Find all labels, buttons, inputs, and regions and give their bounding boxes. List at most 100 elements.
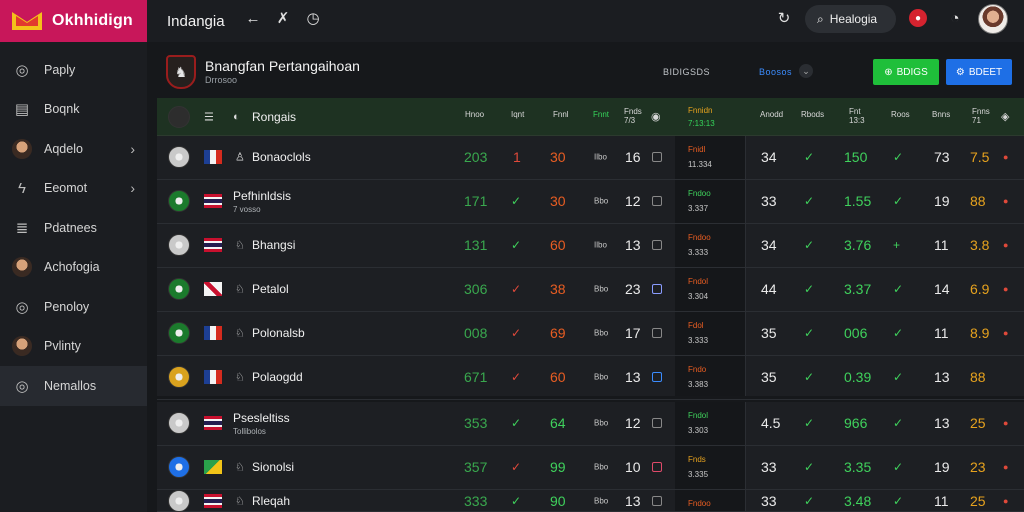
status-indicator-icon[interactable] [652, 372, 662, 383]
status-indicator-icon[interactable] [652, 328, 662, 339]
table-row[interactable]: ♘ Petalol 306 ✓ 38 Bbo 23 Fndol 3.304 44 ✓ 3.37 ✓ 14 6… [157, 268, 1024, 312]
notification-icon[interactable]: ● [909, 9, 927, 27]
position-icon: ♘ [235, 327, 245, 340]
table-row[interactable]: Pefhinldsis 7 vosso 171 ✓ 30 Bbo 12 Fndoo 3.337 3… [157, 180, 1024, 224]
chevron-down-icon[interactable]: ⌄ [799, 64, 813, 78]
table-row[interactable]: ♙ Bonaoclols 203 1 30 Ilbo 16 Fnidl 11.334 34 ✓ 150… [157, 136, 1024, 180]
sort-icon[interactable]: ◈ [1001, 111, 1010, 123]
status-indicator-icon[interactable] [652, 152, 662, 163]
stat-value: 7.5 [970, 149, 990, 166]
col-header[interactable]: Iqnt [511, 110, 525, 119]
flag-icon [204, 370, 222, 385]
team-name: Sionolsi [252, 460, 295, 475]
check-icon: ✓ [511, 460, 522, 475]
check-icon: ✓ [804, 282, 815, 297]
settings-icon[interactable]: ◔ [950, 9, 960, 27]
sort-icon[interactable]: ◉ [651, 111, 661, 123]
sidebar-item[interactable]: ◎ Nemallos [0, 366, 147, 406]
sidebar-item[interactable]: Pvlinty [0, 327, 147, 367]
refresh-icon[interactable]: ↻ [777, 10, 791, 27]
sidebar-item[interactable]: ϟ Eeomot › [0, 169, 147, 209]
col-header[interactable]: Fnt 13:3 [849, 107, 865, 125]
status-indicator-icon[interactable] [652, 240, 662, 251]
sidebar-item-label: Paply [44, 62, 76, 77]
clock-icon[interactable]: ◷ [306, 10, 320, 27]
stat-value: 90 [550, 492, 566, 509]
list-icon: ≣ [15, 219, 29, 237]
ball-icon: ◐ [233, 110, 240, 123]
header-subtitle: Drrosoo [205, 75, 238, 85]
col-header[interactable]: Bnns [932, 110, 951, 119]
stat-value: 13 [625, 369, 641, 386]
table-row[interactable]: Psesleltiss Tollibolos 353 ✓ 64 Bbo 12 Fndol 3.3… [157, 402, 1024, 446]
check-icon: ✓ [804, 194, 815, 209]
back-arrow-icon[interactable]: ← [245, 9, 261, 27]
table-row[interactable]: ♘ Sionolsi 357 ✓ 99 Bbo 10 Fnds 3.335 33 ✓ 3.35 ✓ 19 2… [157, 446, 1024, 490]
blue-action-button[interactable]: ⚙ BDEET [946, 59, 1012, 85]
player-icon[interactable]: ✗ [276, 10, 290, 27]
stat-value: 38 [550, 281, 566, 298]
col-header[interactable]: Roos [891, 110, 910, 119]
status-indicator-icon[interactable] [652, 284, 662, 295]
team-name: Petalol [252, 282, 289, 297]
sidebar-item[interactable]: Aqdelo › [0, 129, 147, 169]
check-icon: ✓ [511, 326, 522, 341]
check-icon: ✓ [511, 493, 522, 508]
col-header[interactable]: Rbods [801, 110, 825, 119]
status-indicator-icon[interactable] [652, 418, 662, 429]
check-icon: ✓ [893, 282, 904, 297]
team-crest-icon [168, 190, 190, 213]
col-header[interactable]: Fnns 71 [972, 107, 990, 125]
flag-icon [204, 416, 222, 431]
chevron-right-icon: › [130, 180, 135, 197]
settings-icon: ⚙ [955, 66, 965, 78]
stat-value: 25 [970, 415, 986, 432]
stat-label: Bbo [594, 196, 609, 206]
status-indicator-icon[interactable] [652, 495, 662, 506]
mid-label: Fnidl [688, 145, 706, 154]
header-mid-link[interactable]: Boosos [759, 67, 793, 77]
sidebar-item-label: Nemallos [44, 378, 97, 393]
stat-value: 64 [550, 415, 566, 432]
sidebar-item[interactable]: ◎ Paply [0, 50, 147, 90]
col-header[interactable]: Fnnl [553, 110, 569, 119]
status-indicator-icon[interactable] [652, 196, 662, 207]
brand[interactable]: Okhhidign [0, 0, 147, 42]
table-row[interactable]: ♘ Polonalsb 008 ✓ 69 Bbo 17 Fdol 3.333 35 ✓ 006 ✓ 11 8… [157, 312, 1024, 356]
stat-value: 12 [625, 193, 641, 210]
sidebar-item-label: Pvlinty [44, 339, 81, 354]
stat-value: 8.9 [970, 325, 990, 342]
stat-value: 13 [625, 237, 641, 254]
flag-icon [204, 326, 222, 341]
stat-value: 0.39 [844, 369, 872, 386]
sidebar-item[interactable]: ▤ Boqnk [0, 90, 147, 130]
user-avatar[interactable] [978, 4, 1008, 34]
table-row[interactable]: ♘ Polaogdd 671 ✓ 60 Bbo 13 Fndo 3.383 35 ✓ 0.39 ✓ 13 8… [157, 356, 1024, 400]
check-icon: ✓ [511, 238, 522, 253]
green-button-label: BDIGS [896, 66, 928, 78]
stat-label: Bbo [594, 372, 609, 382]
col-header[interactable]: Hnoo [465, 110, 485, 119]
sidebar-item[interactable]: ◎ Penoloy [0, 287, 147, 327]
stat-value: 3.35 [844, 459, 872, 476]
col-header[interactable]: Fnds 7/3 [624, 107, 642, 125]
search-box[interactable]: ⌕ Healogia [805, 5, 896, 33]
status-indicator-icon[interactable] [652, 462, 662, 473]
table-row[interactable]: ♘ Bhangsi 131 ✓ 60 Ilbo 13 Fndoo 3.333 34 ✓ 3.76 +11… [157, 224, 1024, 268]
stat-value: 353 [464, 415, 488, 432]
col-header[interactable]: Anodd [760, 110, 784, 119]
stat-value: 11 [934, 325, 949, 342]
team-crest-icon [168, 146, 190, 169]
position-icon: ♘ [235, 495, 245, 507]
sidebar-item[interactable]: ≣ Pdatnees [0, 208, 147, 248]
col-header[interactable]: Fnnt [593, 110, 610, 119]
mid-value: 3.333 [688, 336, 709, 345]
sidebar-item[interactable]: Achofogia [0, 248, 147, 288]
stat-label: Ilbo [594, 152, 607, 162]
stat-value: 11 [934, 237, 949, 254]
check-icon: ✓ [511, 282, 522, 297]
globe-icon: ◎ [15, 377, 29, 395]
green-action-button[interactable]: ⊕ BDIGS [873, 59, 939, 85]
table-row[interactable]: ♘Rleqah333✓90Bbo13Fndoo3.34333✓3.48✓1125… [157, 489, 1024, 512]
stat-value: 88 [970, 369, 986, 386]
